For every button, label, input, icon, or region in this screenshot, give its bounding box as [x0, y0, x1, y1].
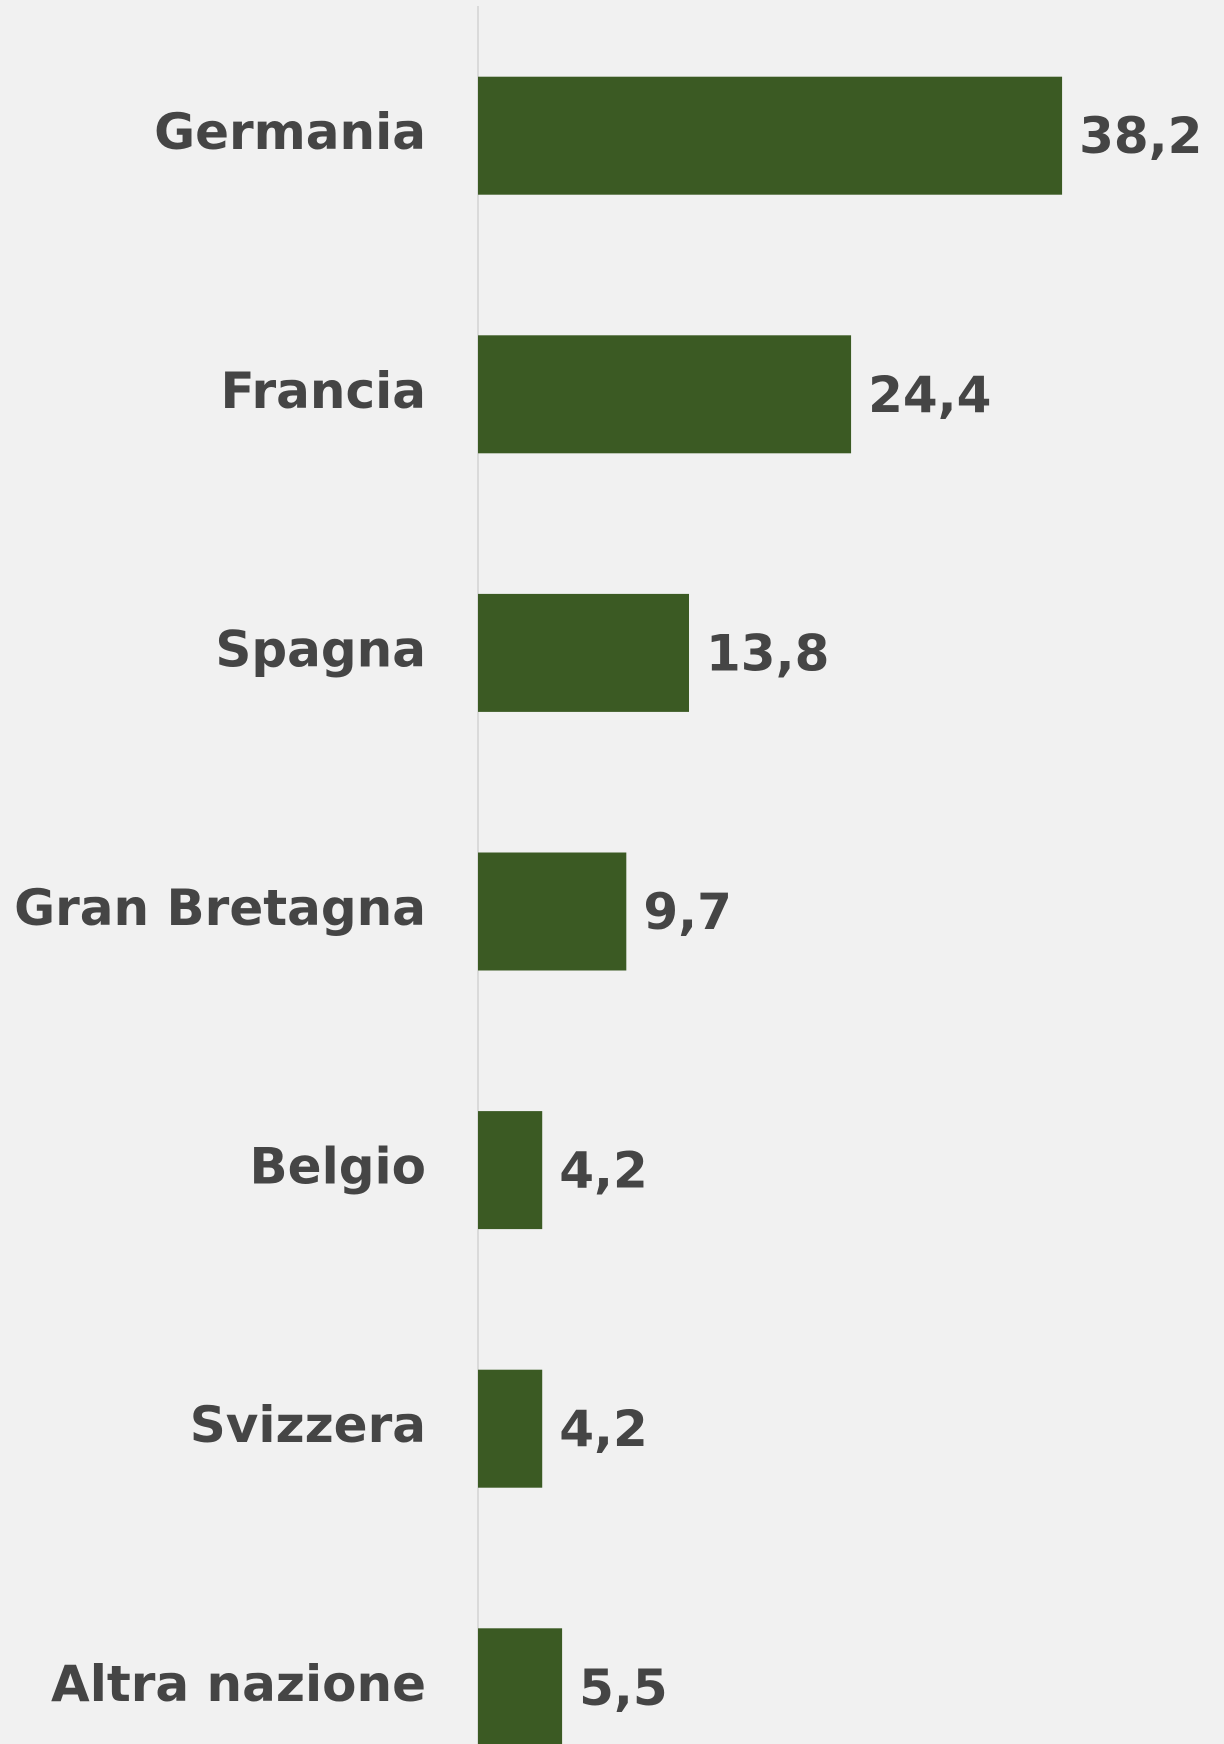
value-label: 13,8	[706, 624, 829, 682]
category-label: Francia	[221, 362, 426, 420]
category-label: Gran Bretagna	[14, 879, 426, 937]
bar	[478, 852, 627, 971]
value-label: 4,2	[559, 1400, 648, 1458]
bar	[478, 593, 690, 712]
bar	[478, 1628, 563, 1744]
category-label: Belgio	[250, 1138, 426, 1196]
value-label: 9,7	[643, 883, 732, 941]
value-label: 24,4	[868, 366, 991, 424]
category-label: Spagna	[215, 620, 426, 678]
category-label: Altra nazione	[51, 1655, 426, 1713]
category-label: Svizzera	[190, 1396, 426, 1454]
bar	[478, 335, 852, 454]
bar	[478, 76, 1063, 195]
bar	[478, 1111, 543, 1230]
bar	[478, 1369, 543, 1488]
value-label: 4,2	[559, 1142, 648, 1200]
value-label: 38,2	[1079, 107, 1202, 165]
category-label: Germania	[154, 103, 426, 161]
value-label: 5,5	[579, 1659, 668, 1717]
